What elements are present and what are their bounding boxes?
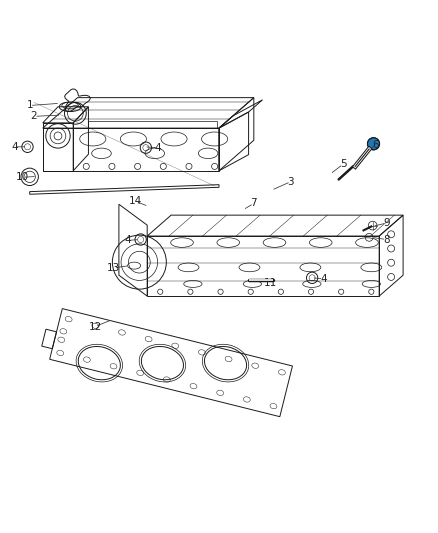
Text: 7: 7: [251, 198, 257, 208]
Text: 3: 3: [287, 176, 294, 187]
Text: 10: 10: [16, 172, 29, 182]
Text: 4: 4: [320, 273, 327, 284]
Text: 1: 1: [26, 100, 33, 110]
Text: 4: 4: [124, 236, 131, 245]
Text: 4: 4: [155, 143, 161, 152]
Text: 8: 8: [383, 235, 390, 245]
Text: 6: 6: [372, 140, 379, 150]
Text: 9: 9: [383, 218, 390, 228]
Text: 14: 14: [129, 196, 142, 206]
Text: 13: 13: [107, 263, 120, 273]
Circle shape: [367, 138, 380, 150]
Text: 12: 12: [88, 321, 102, 332]
Text: 4: 4: [11, 142, 18, 152]
Text: 5: 5: [340, 159, 346, 169]
Text: 11: 11: [264, 278, 277, 288]
Text: 2: 2: [31, 111, 37, 122]
